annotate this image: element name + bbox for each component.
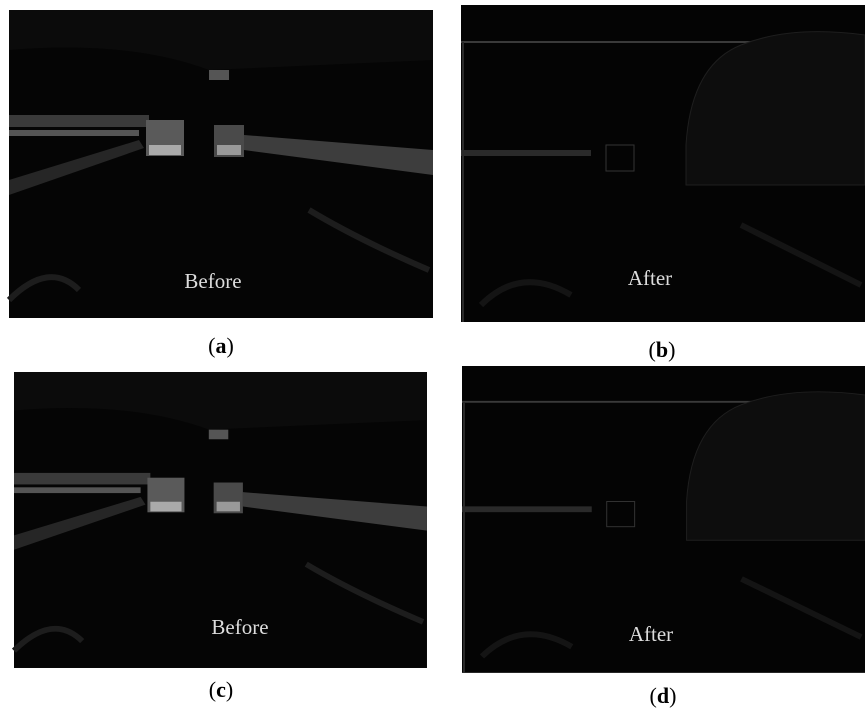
figure: Before(a)After(b)Before(c)After(d) — [0, 0, 865, 713]
caption-letter: a — [216, 333, 227, 358]
image-label: Before — [211, 615, 268, 639]
caption-paren: ) — [226, 677, 233, 702]
caption: (b) — [649, 337, 676, 362]
caption-paren: ) — [669, 683, 676, 708]
caption-letter: b — [656, 337, 668, 362]
image-label: Before — [184, 269, 241, 293]
caption: (a) — [208, 333, 234, 358]
image-label: After — [628, 266, 672, 290]
caption-paren: ( — [208, 333, 215, 358]
caption: (d) — [650, 683, 677, 708]
caption-paren: ( — [650, 683, 657, 708]
caption: (c) — [209, 677, 233, 702]
caption-paren: ) — [227, 333, 234, 358]
figure-canvas: Before(a)After(b)Before(c)After(d) — [0, 0, 865, 713]
caption-paren: ( — [209, 677, 216, 702]
caption-paren: ( — [649, 337, 656, 362]
caption-letter: c — [216, 677, 226, 702]
image-label: After — [629, 622, 673, 646]
caption-letter: d — [657, 683, 669, 708]
caption-paren: ) — [668, 337, 675, 362]
